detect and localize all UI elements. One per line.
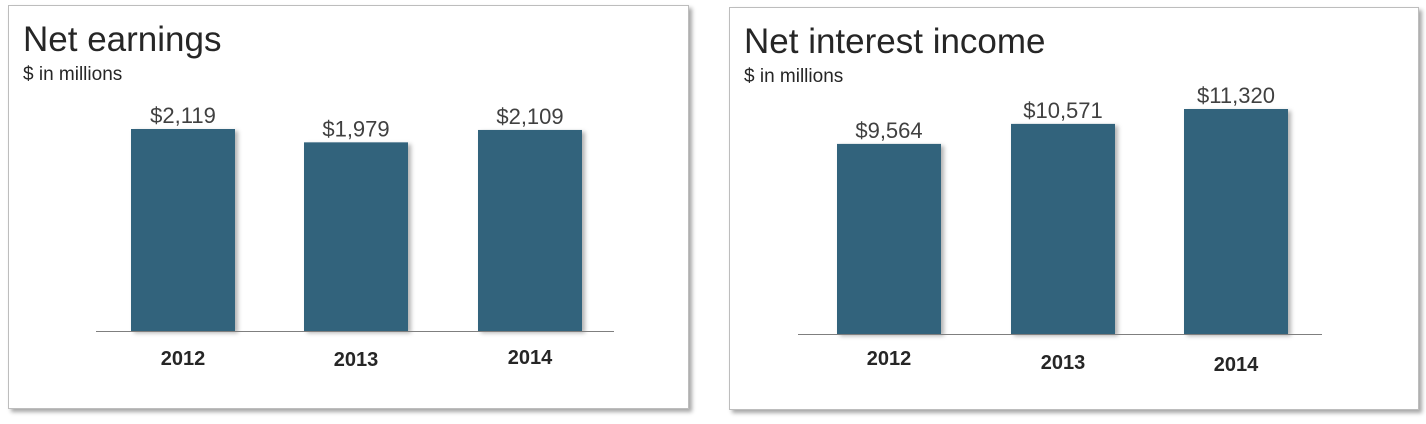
x-tick-label-2012: 2012 [161,348,206,370]
value-label-2012: $2,119 [150,103,216,128]
value-label-2013: $10,571 [1023,98,1103,123]
x-tick-label-2013: 2013 [1041,352,1086,374]
x-tick-label-2013: 2013 [334,349,379,371]
value-label-2013: $1,979 [322,116,389,141]
x-tick-label-2012: 2012 [867,348,912,370]
bar-2013 [304,142,408,331]
bar-2013 [1011,123,1115,335]
chart-subtitle: $ in millions [744,66,844,87]
x-tick-label-2014: 2014 [1214,354,1259,376]
bar-2014 [478,129,582,331]
net-earnings-chart: $2,119 2012 $1,979 2013 $2,109 2014 [96,103,614,371]
chart-subtitle: $ in millions [23,64,123,85]
bar-2012 [837,143,941,334]
value-label-2012: $9,564 [855,118,922,143]
net-interest-income-chart: $9,564 2012 $10,571 2013 $11,320 2014 [798,83,1322,376]
x-tick-label-2014: 2014 [508,347,553,369]
net-interest-income-panel: Net interest income $ in millions $9,564… [729,7,1419,410]
value-label-2014: $2,109 [496,104,563,129]
value-label-2014: $11,320 [1197,83,1275,108]
bar-2014 [1184,109,1288,334]
chart-title: Net earnings [23,20,222,59]
bar-2012 [131,129,235,331]
chart-title: Net interest income [744,22,1046,61]
net-earnings-panel: Net earnings $ in millions $2,119 2012 $1,… [8,5,689,409]
